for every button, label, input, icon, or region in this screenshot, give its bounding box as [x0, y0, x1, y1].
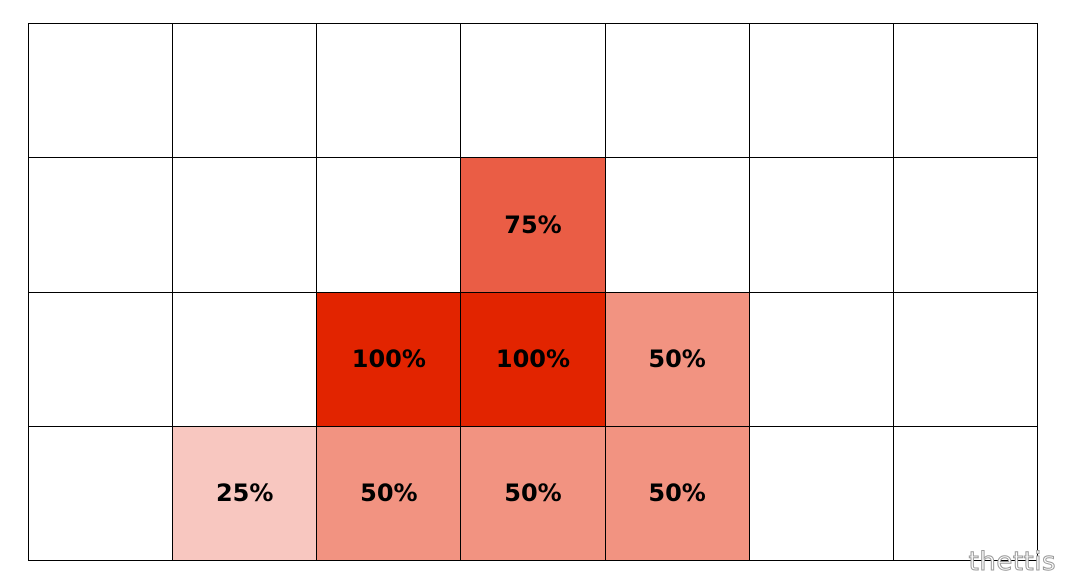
grid-cell: 25%	[173, 426, 318, 561]
grid-cell	[605, 158, 750, 293]
grid-cell	[893, 426, 1038, 561]
grid-cell	[173, 24, 318, 159]
grid-cell	[173, 292, 318, 427]
grid-cell: 50%	[605, 292, 750, 427]
heatmap-grid: 75% 100% 100% 50% 25% 50% 50% 50%	[28, 23, 1038, 561]
grid-cell	[317, 158, 462, 293]
grid-cell	[749, 292, 894, 427]
grid-cell	[29, 158, 174, 293]
grid-cell	[893, 24, 1038, 159]
grid-cell	[749, 426, 894, 561]
grid-cell	[461, 24, 606, 159]
grid-cell	[173, 158, 318, 293]
grid-cell	[893, 158, 1038, 293]
grid-cell	[317, 24, 462, 159]
grid-cell	[749, 24, 894, 159]
grid-cell: 75%	[461, 158, 606, 293]
grid-cell	[29, 426, 174, 561]
grid-cell	[29, 24, 174, 159]
grid-cell: 50%	[317, 426, 462, 561]
grid-cell	[605, 24, 750, 159]
watermark-logo: thettis	[968, 547, 1056, 578]
grid-cell	[29, 292, 174, 427]
grid-cell: 100%	[317, 292, 462, 427]
grid-cell: 50%	[461, 426, 606, 561]
grid-cell: 50%	[605, 426, 750, 561]
grid-cell	[893, 292, 1038, 427]
grid-cell: 100%	[461, 292, 606, 427]
grid-cell	[749, 158, 894, 293]
